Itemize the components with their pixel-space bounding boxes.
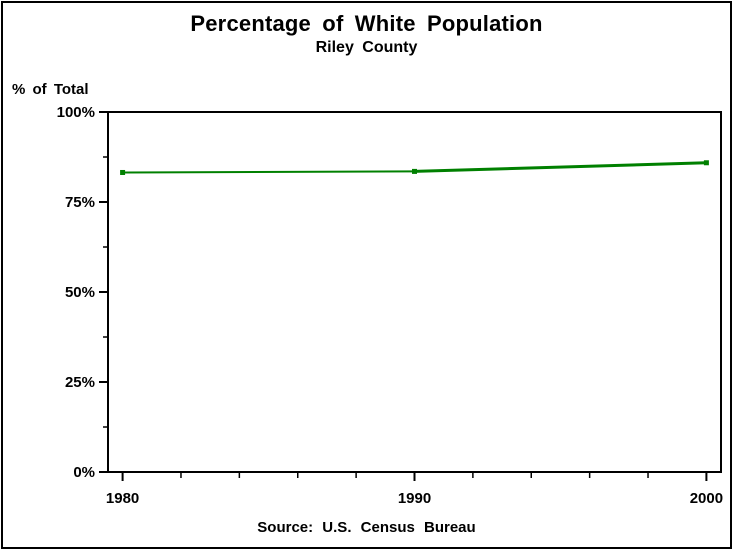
y-axis-tick-label: 0% <box>73 464 95 481</box>
y-axis-tick-label: 50% <box>65 284 95 301</box>
data-series-segment <box>122 170 415 174</box>
x-axis-tick-label: 1980 <box>106 490 139 507</box>
source-footnote: Source: U.S. Census Bureau <box>257 519 476 536</box>
chart-title: Percentage of White Population <box>190 11 543 36</box>
chart-subtitle: Riley County <box>315 39 418 56</box>
y-axis-tick-label: 100% <box>57 104 95 121</box>
data-series-segment <box>414 161 707 173</box>
y-axis-tick-label: 25% <box>65 374 95 391</box>
data-point-marker <box>703 160 709 166</box>
data-point-marker <box>412 168 417 174</box>
x-axis-tick-label: 1990 <box>398 490 431 507</box>
y-axis-tick-label: 75% <box>65 194 95 211</box>
y-axis-title: % of Total <box>12 81 89 98</box>
data-point-marker <box>120 169 126 175</box>
x-axis-tick-label: 2000 <box>690 490 723 507</box>
